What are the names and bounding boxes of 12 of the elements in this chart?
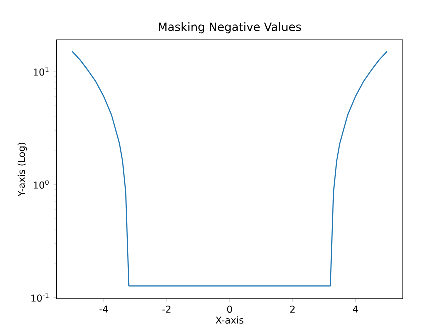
- x-tick-label: 0: [227, 306, 232, 314]
- y-axis-title: Y-axis (Log): [18, 143, 28, 197]
- x-tick-label: -4: [100, 306, 108, 313]
- y-tick-label: 10$^{0}$: [34, 180, 49, 189]
- y-tick-label: 10$^{1}$: [34, 67, 49, 76]
- x-axis-title: X-axis: [216, 316, 244, 324]
- x-tick-label: -2: [162, 306, 171, 313]
- x-tick-label: 4: [353, 306, 358, 313]
- y-tick-label: 10$^{-1}$: [32, 293, 49, 302]
- line-series: [72, 51, 388, 287]
- chart-title: Masking Negative Values: [159, 22, 302, 34]
- x-tick-label: 2: [290, 306, 295, 313]
